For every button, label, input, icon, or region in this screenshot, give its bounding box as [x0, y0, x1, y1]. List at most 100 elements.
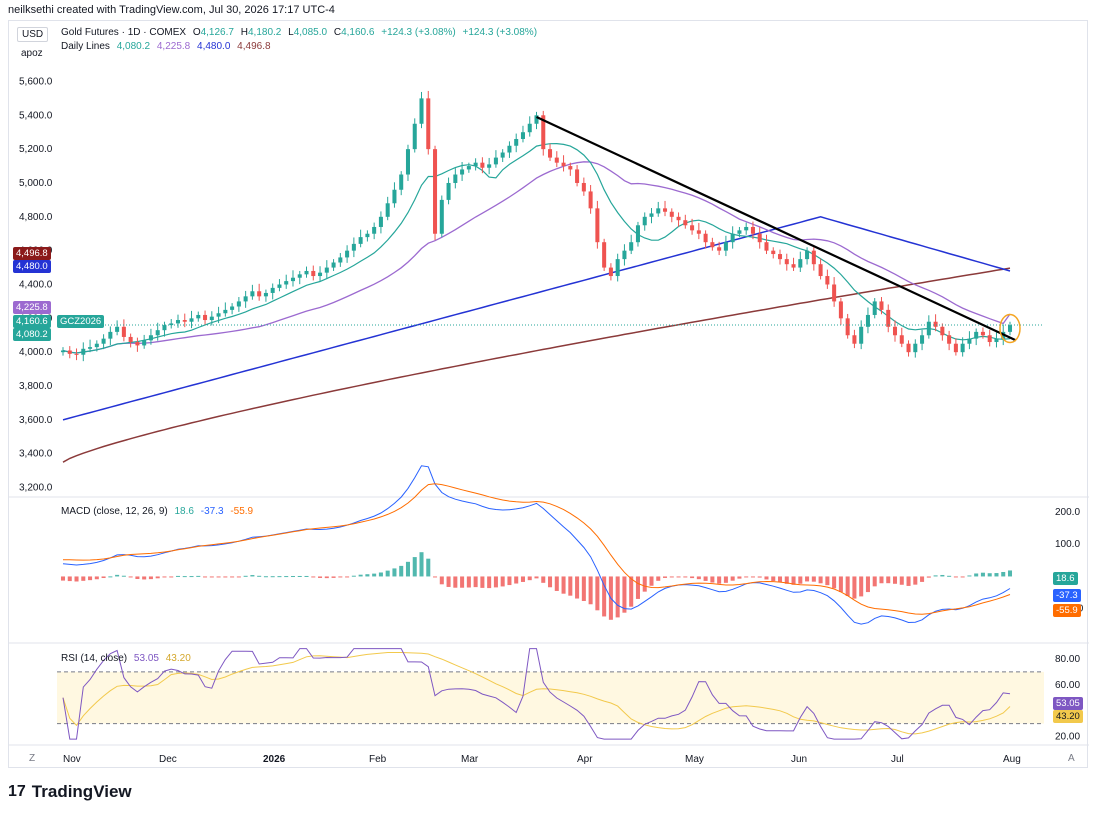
rsi-legend: RSI (14, close) 53.05 43.20: [61, 653, 195, 664]
tradingview-logo[interactable]: 17 TradingView: [8, 782, 132, 802]
price-tick-label: 5,200.0: [19, 144, 53, 155]
macd-histogram-bar: [987, 573, 992, 577]
macd-histogram-bar: [784, 576, 789, 584]
candle-body: [629, 242, 634, 251]
candle-body: [263, 292, 268, 297]
trend-line: [536, 115, 1017, 342]
macd-histogram-bar: [358, 574, 363, 577]
macd-histogram-bar: [541, 576, 546, 583]
x-axis-label: Dec: [159, 754, 177, 765]
auto-scale-button[interactable]: A: [1068, 753, 1075, 764]
candle-body: [615, 259, 620, 277]
macd-histogram-bar: [290, 576, 296, 578]
candle-body: [737, 230, 742, 234]
candle-body: [378, 216, 383, 227]
macd-histogram-bar: [101, 576, 106, 579]
candle-body: [703, 233, 708, 243]
rsi-ma-line: [62, 652, 1011, 735]
legend-symbol[interactable]: Gold Futures · 1D · COMEX: [61, 27, 187, 38]
macd-histogram-bar: [74, 576, 79, 582]
ma100-price-tag: 4,480.0: [13, 260, 51, 273]
macd-histogram-bar: [581, 576, 586, 601]
legend-high: H4,180.2: [240, 27, 282, 38]
candle-body: [514, 138, 519, 146]
ma20-value: 4,080.2: [116, 41, 151, 52]
price-tick-label: 4,000.0: [19, 347, 53, 358]
candle-body: [784, 259, 789, 265]
tradingview-logo-icon: 17: [8, 783, 26, 800]
last-price-tag: 4,160.6: [13, 315, 51, 328]
macd-histogram-bar: [243, 575, 248, 577]
macd-histogram-bar: [676, 576, 681, 578]
candle-body: [189, 318, 194, 322]
macd-histogram-bar: [527, 576, 532, 581]
candle-body: [642, 216, 647, 226]
candle-body: [162, 325, 167, 331]
macd-histogram-bar: [913, 576, 918, 585]
macd-tick-label: 200.0: [1055, 507, 1080, 518]
candle-body: [304, 270, 309, 275]
unit-label[interactable]: apoz: [17, 47, 47, 60]
candle-body: [960, 343, 965, 353]
macd-histogram-bar: [270, 576, 275, 578]
macd-histogram-bar: [115, 574, 120, 577]
macd-histogram-bar: [906, 576, 911, 586]
main-legend: Gold Futures · 1D · COMEX O4,126.7 H4,18…: [61, 27, 541, 38]
macd-histogram-bar: [203, 576, 208, 578]
macd-histogram-bar: [602, 576, 607, 617]
rsi-ma-value: 43.20: [165, 653, 191, 664]
macd-histogram-bar: [182, 576, 187, 578]
macd-histogram-bar: [649, 576, 654, 586]
candle-body: [453, 174, 458, 183]
ma-legend-label[interactable]: Daily Lines: [61, 41, 110, 52]
macd-histogram-bar: [629, 576, 634, 607]
rsi-tick-label: 60.00: [1055, 680, 1080, 691]
macd-histogram-bar: [690, 576, 695, 579]
chart-canvas[interactable]: 5,600.05,400.05,200.05,000.04,800.04,600…: [9, 21, 1089, 769]
rsi-tick-label: 20.00: [1055, 732, 1080, 743]
ma20-price-tag: 4,080.2: [13, 328, 51, 341]
candle-body: [196, 314, 201, 319]
candle-body: [750, 226, 755, 234]
ma50-value: 4,225.8: [156, 41, 191, 52]
candle-body: [561, 162, 566, 167]
macd-histogram-bar: [318, 576, 323, 578]
currency-button[interactable]: USD: [17, 27, 49, 42]
macd-histogram-bar: [845, 576, 850, 597]
candle-body: [257, 291, 262, 297]
macd-histogram-bar: [615, 576, 620, 618]
candle-body: [832, 284, 837, 302]
x-axis-label: Apr: [577, 754, 593, 765]
macd-histogram-bar: [378, 572, 383, 577]
macd-tick-label: 100.0: [1055, 539, 1080, 550]
candle-body: [595, 208, 600, 243]
macd-histogram-bar: [642, 576, 647, 592]
candle-body: [974, 331, 979, 339]
zoom-button[interactable]: Z: [29, 753, 36, 764]
candle-body: [838, 301, 843, 319]
macd-histogram-bar: [879, 576, 884, 584]
macd-legend-label[interactable]: MACD (close, 12, 26, 9): [61, 506, 168, 517]
candle-body: [669, 211, 674, 217]
candle-body: [588, 191, 593, 209]
candle-body: [372, 226, 377, 234]
candle-body: [500, 152, 505, 158]
macd-histogram-bar: [791, 576, 796, 585]
candle-body: [933, 321, 938, 327]
candle-body: [155, 330, 160, 336]
macd-hist-value: 18.6: [174, 506, 194, 517]
chart-frame[interactable]: 5,600.05,400.05,200.05,000.04,800.04,600…: [8, 20, 1089, 769]
macd-histogram-bar: [520, 576, 525, 582]
rsi-legend-label[interactable]: RSI (14, close): [61, 653, 128, 664]
candle-body: [805, 250, 810, 260]
x-axis-label: Jul: [891, 754, 904, 765]
ma200-value: 4,496.8: [237, 41, 271, 52]
candle-body: [365, 233, 370, 238]
macd-histogram-bar: [392, 568, 397, 577]
price-tick-label: 5,000.0: [19, 178, 53, 189]
candle-body: [920, 335, 925, 344]
candle-body: [148, 335, 153, 341]
legend-open: O4,126.7: [192, 27, 234, 38]
macd-histogram-bar: [338, 576, 343, 578]
candle-body: [845, 318, 850, 336]
